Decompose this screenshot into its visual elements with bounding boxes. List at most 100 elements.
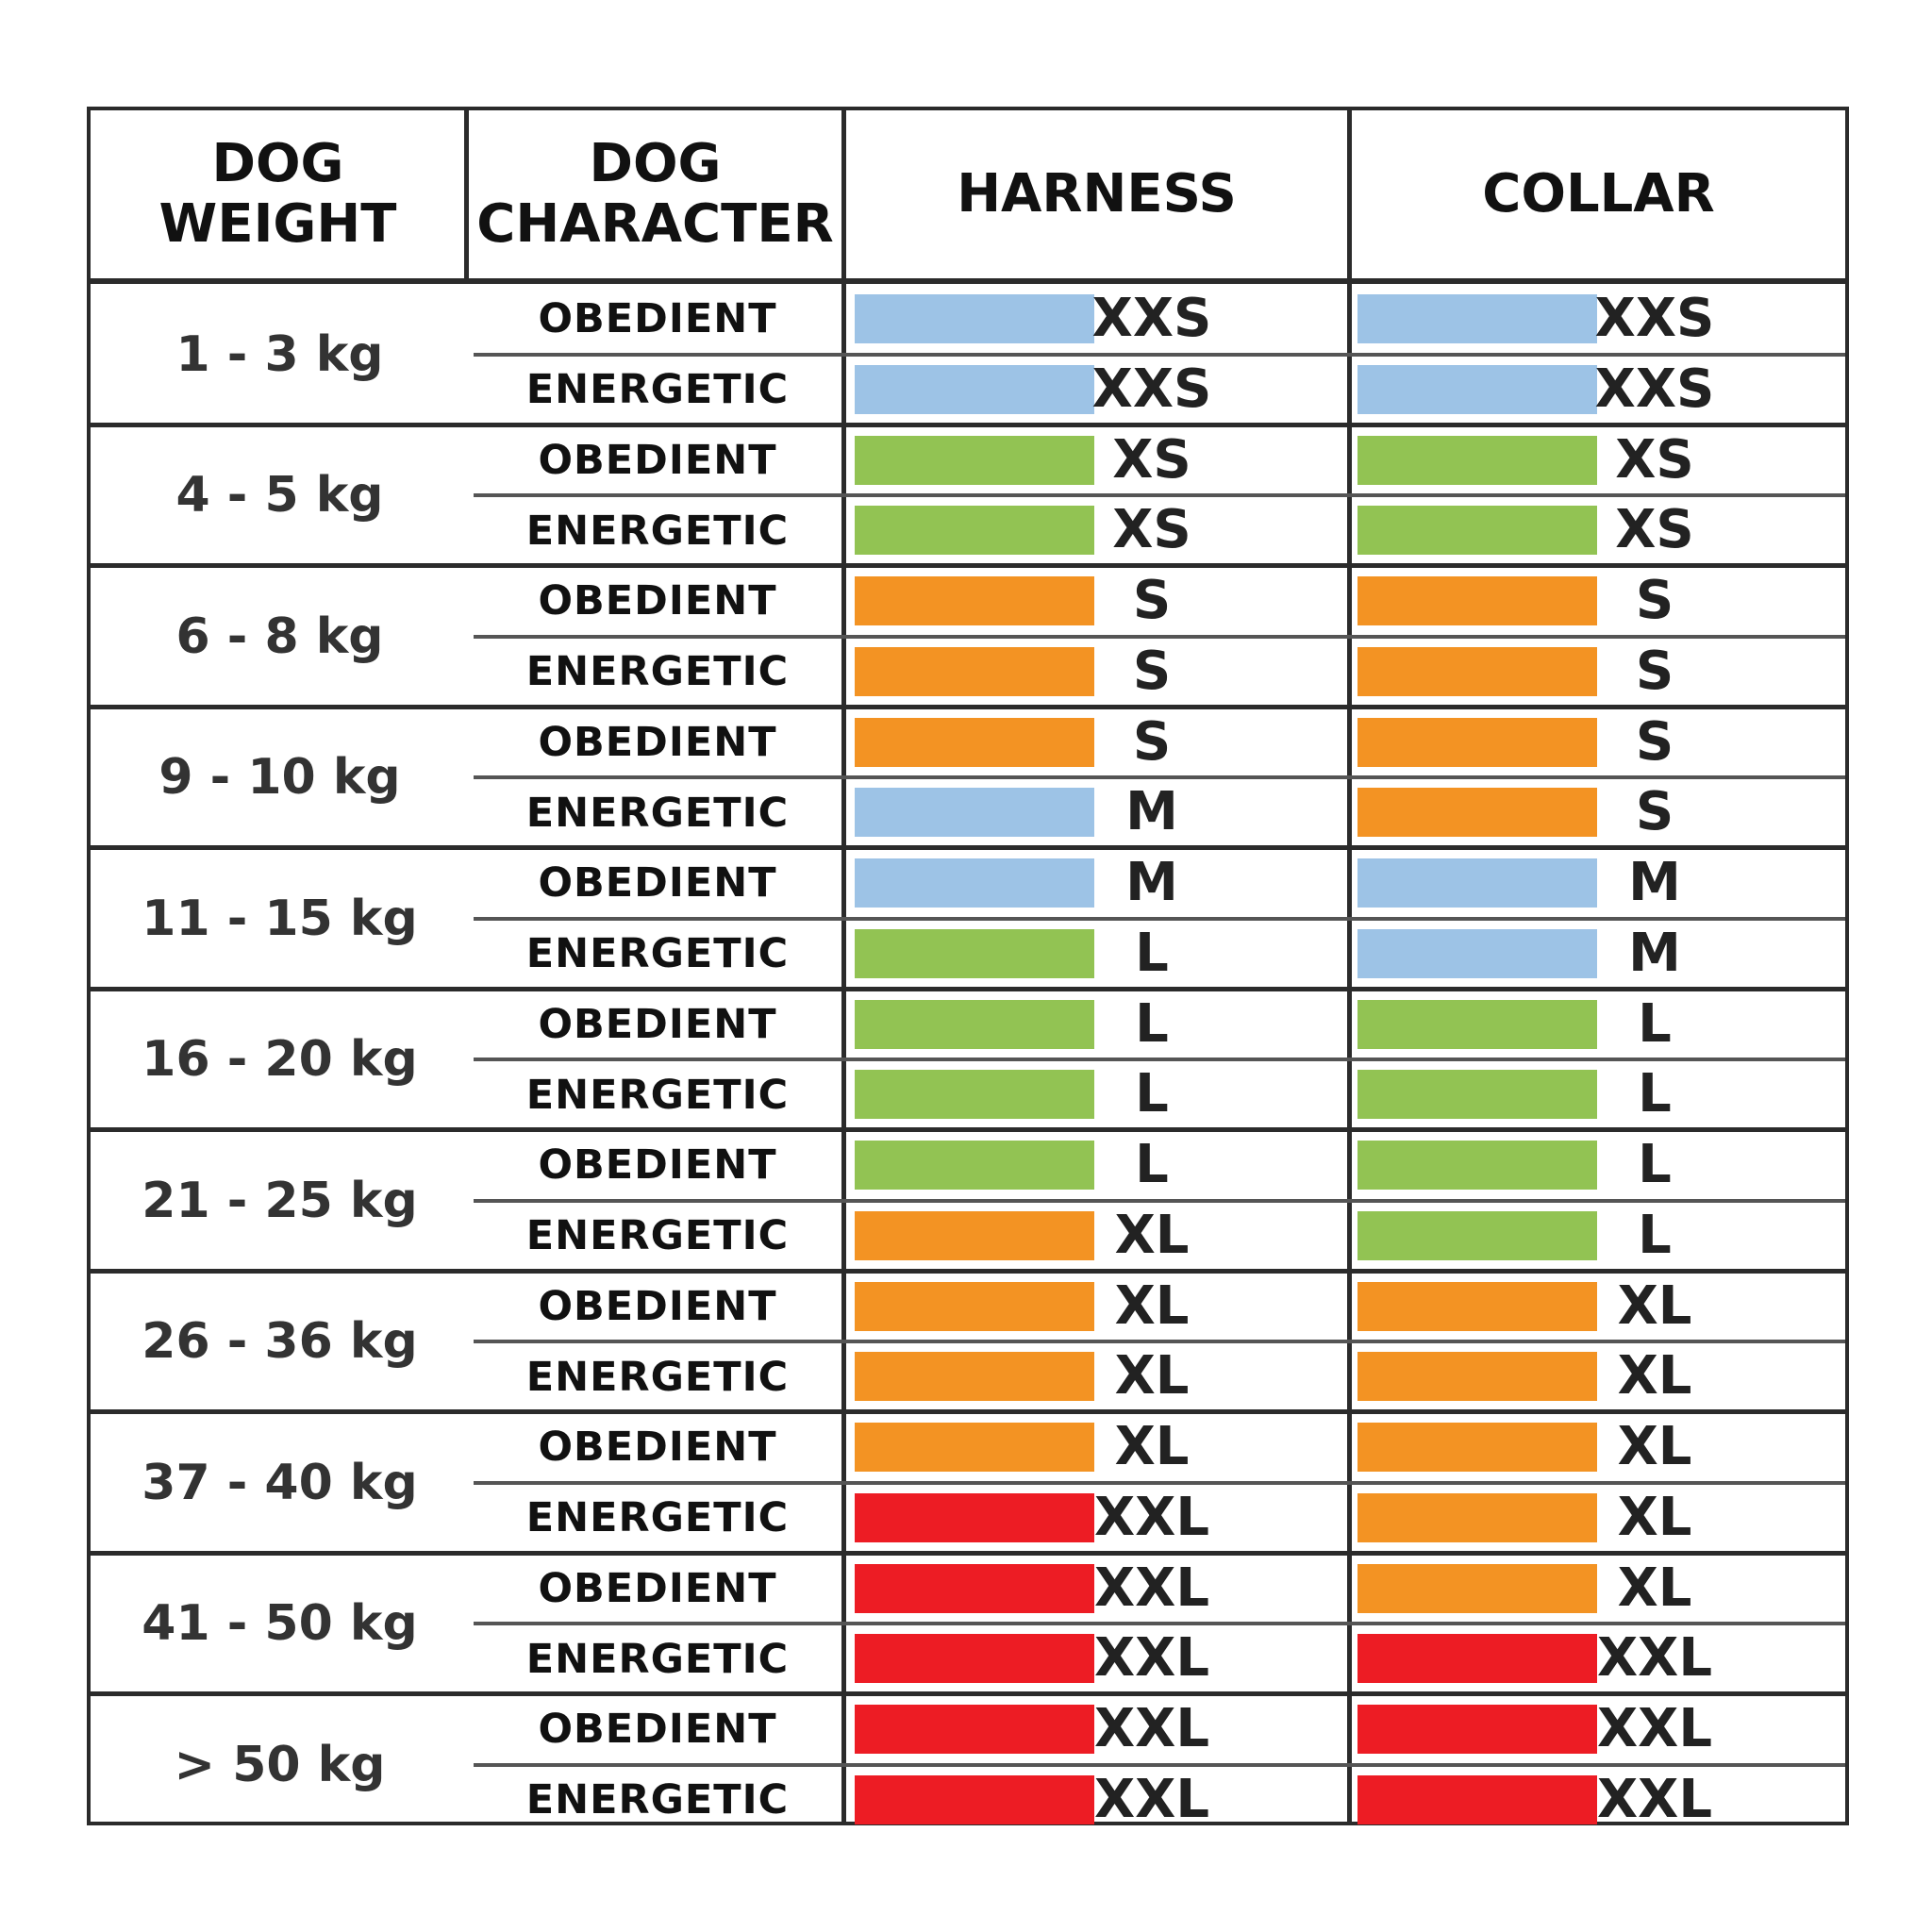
character-label: ENERGETIC: [525, 366, 790, 414]
row-divider: [474, 1622, 1845, 1626]
harness-color-bar: [855, 435, 1094, 485]
harness-color-bar: [855, 506, 1094, 556]
character-label: OBEDIENT: [538, 1282, 777, 1330]
collar-color-bar: [1357, 1210, 1597, 1260]
collar-size: L: [1638, 992, 1672, 1055]
character-label: OBEDIENT: [538, 859, 777, 908]
collar-size: XS: [1615, 428, 1694, 491]
collar-color-bar: [1357, 1141, 1597, 1190]
harness-size: XXL: [1093, 1627, 1210, 1690]
collar-size: L: [1638, 1063, 1672, 1125]
harness-color-bar: [855, 1281, 1094, 1331]
collar-color-bar: [1357, 576, 1597, 625]
harness-color-bar: [855, 1070, 1094, 1120]
collar-size: M: [1628, 922, 1681, 984]
collar-size: XXL: [1596, 1768, 1713, 1830]
harness-color-bar: [855, 1634, 1094, 1684]
group-divider: [91, 1268, 1845, 1274]
harness-color-bar: [855, 364, 1094, 414]
harness-size: XXL: [1093, 1698, 1210, 1759]
column-divider: [1347, 110, 1352, 1822]
weight-label: 9 - 10 kg: [158, 749, 401, 807]
weight-label: 21 - 25 kg: [142, 1172, 418, 1229]
header-divider: [464, 110, 469, 278]
harness-size: XS: [1112, 428, 1191, 491]
collar-color-bar: [1357, 999, 1597, 1049]
character-label: OBEDIENT: [538, 1706, 777, 1754]
character-label: ENERGETIC: [525, 1635, 790, 1683]
collar-color-bar: [1357, 858, 1597, 908]
collar-size: XL: [1617, 1486, 1692, 1548]
character-label: ENERGETIC: [525, 1071, 790, 1119]
size-chart: DOG WEIGHT DOG CHARACTER HARNESS COLLAR …: [87, 107, 1849, 1830]
harness-size: XL: [1114, 1204, 1190, 1266]
collar-color-bar: [1357, 1070, 1597, 1120]
harness-size: M: [1125, 852, 1178, 913]
collar-color-bar: [1357, 1563, 1597, 1613]
collar-size: S: [1635, 710, 1674, 773]
character-label: OBEDIENT: [538, 1424, 777, 1472]
harness-size: S: [1132, 640, 1172, 702]
row-divider: [474, 916, 1845, 921]
row-divider: [474, 493, 1845, 498]
weight-label: 16 - 20 kg: [142, 1031, 418, 1089]
harness-color-bar: [855, 294, 1094, 343]
collar-size: S: [1635, 570, 1674, 631]
collar-color-bar: [1357, 1281, 1597, 1331]
row-divider: [474, 1198, 1845, 1203]
row-divider: [474, 634, 1845, 639]
group-divider: [91, 986, 1845, 991]
harness-size: XXS: [1091, 288, 1212, 349]
collar-size: XXL: [1596, 1698, 1713, 1759]
group-divider: [91, 1691, 1845, 1696]
row-divider: [474, 352, 1845, 357]
collar-color-bar: [1357, 1492, 1597, 1542]
character-label: OBEDIENT: [538, 718, 777, 766]
weight-label: 4 - 5 kg: [175, 467, 384, 525]
harness-color-bar: [855, 646, 1094, 696]
collar-size: M: [1628, 852, 1681, 913]
collar-color-bar: [1357, 364, 1597, 414]
harness-color-bar: [855, 999, 1094, 1049]
header-dog-weight: DOG WEIGHT: [158, 132, 397, 255]
group-divider: [91, 422, 1845, 427]
character-label: ENERGETIC: [525, 930, 790, 978]
harness-size: S: [1132, 710, 1172, 773]
character-label: ENERGETIC: [525, 648, 790, 696]
character-label: ENERGETIC: [525, 1494, 790, 1542]
harness-size: XXL: [1093, 1557, 1210, 1619]
character-label: OBEDIENT: [538, 436, 777, 484]
harness-color-bar: [855, 717, 1094, 767]
collar-color-bar: [1357, 435, 1597, 485]
collar-size: XXS: [1594, 358, 1715, 420]
harness-size: M: [1125, 781, 1178, 843]
harness-color-bar: [855, 1492, 1094, 1542]
harness-size: XXS: [1091, 358, 1212, 420]
collar-color-bar: [1357, 646, 1597, 696]
collar-size: S: [1635, 781, 1674, 843]
character-label: ENERGETIC: [525, 789, 790, 837]
harness-size: S: [1132, 570, 1172, 631]
harness-size: XXL: [1093, 1486, 1210, 1548]
harness-color-bar: [855, 1563, 1094, 1613]
collar-color-bar: [1357, 1423, 1597, 1472]
harness-color-bar: [855, 1210, 1094, 1260]
weight-label: 41 - 50 kg: [142, 1595, 418, 1653]
character-label: OBEDIENT: [538, 577, 777, 625]
group-divider: [91, 704, 1845, 709]
group-divider: [91, 1409, 1845, 1414]
collar-color-bar: [1357, 1634, 1597, 1684]
weight-label: > 50 kg: [174, 1736, 386, 1793]
character-label: ENERGETIC: [525, 1776, 790, 1824]
collar-size: XXL: [1596, 1627, 1713, 1690]
harness-size: XS: [1112, 499, 1191, 561]
harness-color-bar: [855, 928, 1094, 978]
row-divider: [474, 1058, 1845, 1062]
harness-color-bar: [855, 576, 1094, 625]
collar-color-bar: [1357, 1774, 1597, 1824]
harness-color-bar: [855, 1423, 1094, 1472]
collar-size: XL: [1617, 1345, 1692, 1407]
character-label: OBEDIENT: [538, 1000, 777, 1048]
group-divider: [91, 1550, 1845, 1556]
harness-size: L: [1135, 1063, 1169, 1125]
